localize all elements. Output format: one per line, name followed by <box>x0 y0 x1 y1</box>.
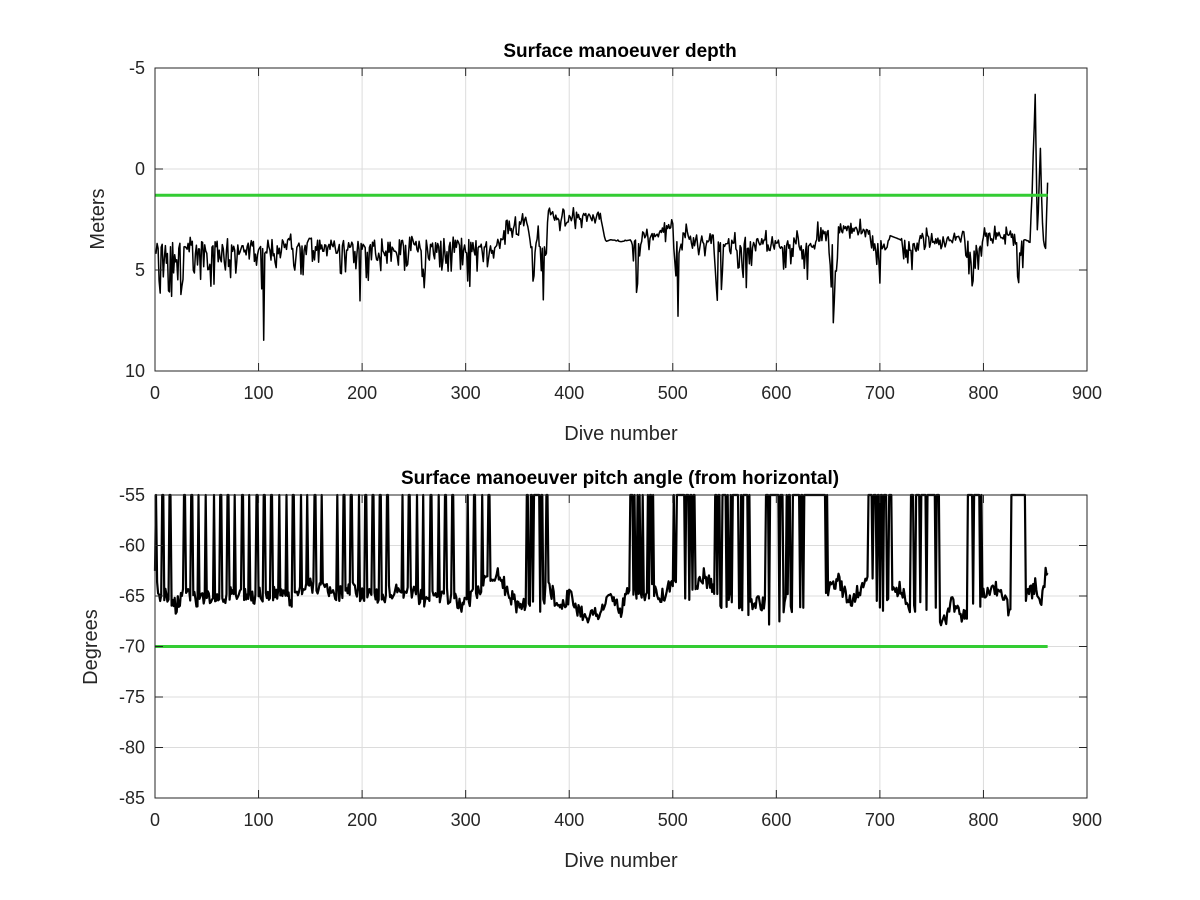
y-tick-label: -55 <box>119 485 145 505</box>
depth-chart-plot-area <box>154 93 1049 341</box>
x-tick-label: 700 <box>865 383 895 403</box>
x-tick-label: 400 <box>554 810 584 830</box>
x-tick-label: 100 <box>244 810 274 830</box>
y-tick-label: 5 <box>135 260 145 280</box>
x-tick-label: 600 <box>761 383 791 403</box>
pitch-chart-title: Surface manoeuver pitch angle (from hori… <box>401 468 839 489</box>
x-tick-label: 0 <box>150 810 160 830</box>
depth-chart-grid <box>154 67 1088 372</box>
x-tick-label: 500 <box>658 383 688 403</box>
x-tick-label: 200 <box>347 383 377 403</box>
depth-chart-ylabel: Meters <box>87 188 109 249</box>
x-tick-label: 300 <box>451 383 481 403</box>
pitch-chart-ticks: 0 100 200 300 400 500 600 700 800 900 -85 -80 -75 -70… <box>119 485 1102 830</box>
data-series-line <box>154 93 1049 341</box>
depth-chart-frame <box>154 67 1088 372</box>
x-tick-label: 800 <box>968 810 998 830</box>
data-series-line <box>153 493 1049 627</box>
x-tick-label: 200 <box>347 810 377 830</box>
x-tick-label: 700 <box>865 810 895 830</box>
depth-chart: Surface manoeuver depth 0 100 200 300 400 500… <box>87 41 1102 445</box>
y-tick-label: 0 <box>135 159 145 179</box>
y-tick-label: -65 <box>119 586 145 606</box>
depth-chart-ticks: 0 100 200 300 400 500 600 700 800 900 -5 0 5 10 <box>125 58 1102 403</box>
depth-chart-title: Surface manoeuver depth <box>503 41 736 62</box>
pitch-chart: Surface manoeuver pitch angle (from hori… <box>80 468 1102 872</box>
y-tick-label: -85 <box>119 788 145 808</box>
y-tick-label: -75 <box>119 687 145 707</box>
y-tick-label: -60 <box>119 536 145 556</box>
y-tick-label: 10 <box>125 361 145 381</box>
x-tick-label: 100 <box>244 383 274 403</box>
x-tick-label: 800 <box>968 383 998 403</box>
x-tick-label: 0 <box>150 383 160 403</box>
x-tick-label: 500 <box>658 810 688 830</box>
x-tick-label: 900 <box>1072 810 1102 830</box>
x-tick-label: 400 <box>554 383 584 403</box>
x-tick-label: 300 <box>451 810 481 830</box>
y-tick-label: -70 <box>119 637 145 657</box>
pitch-chart-plot-area <box>153 493 1049 648</box>
x-tick-label: 900 <box>1072 383 1102 403</box>
pitch-chart-xlabel: Dive number <box>564 850 678 872</box>
y-tick-label: -5 <box>129 58 145 78</box>
depth-chart-xlabel: Dive number <box>564 423 678 445</box>
x-tick-label: 600 <box>761 810 791 830</box>
y-tick-label: -80 <box>119 738 145 758</box>
pitch-chart-ylabel: Degrees <box>80 609 102 685</box>
